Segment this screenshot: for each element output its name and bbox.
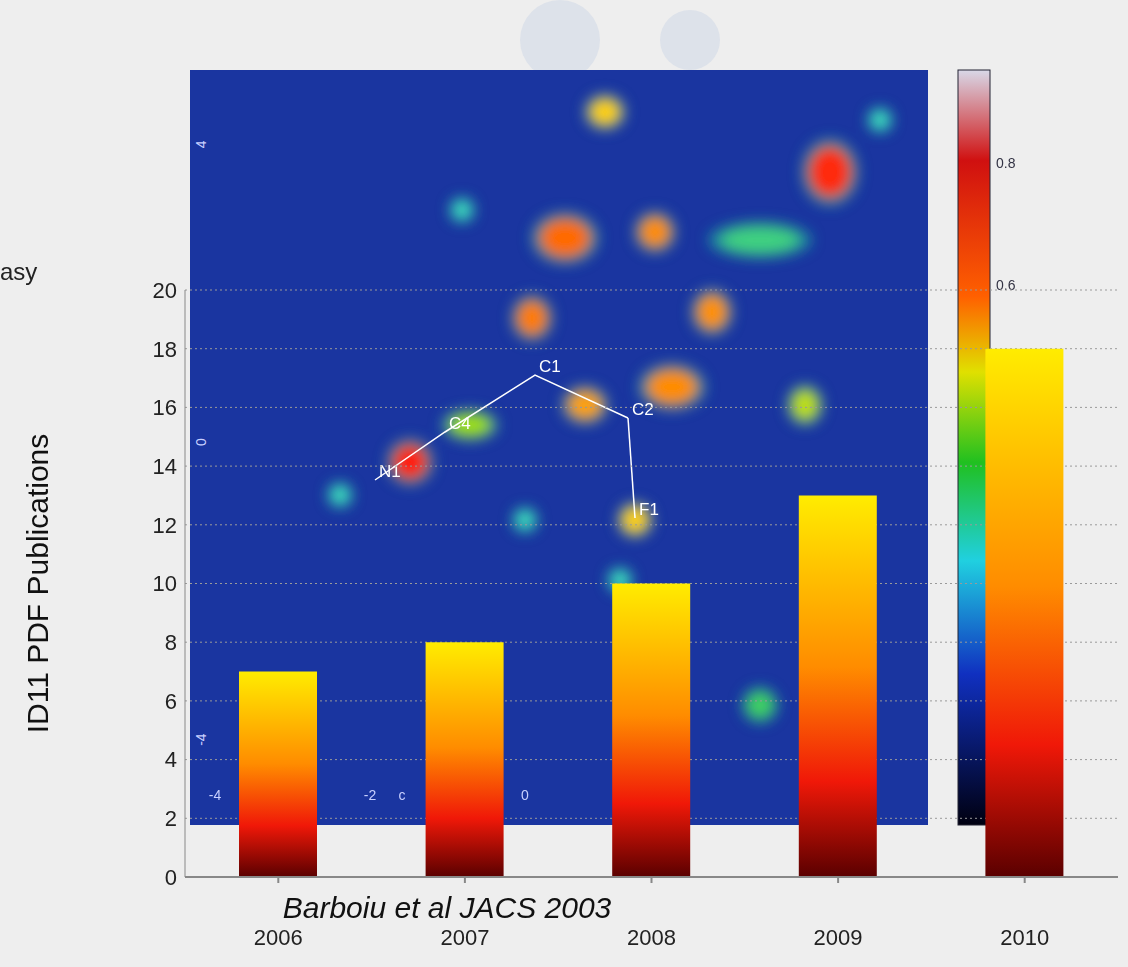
svg-text:10: 10: [153, 571, 177, 596]
svg-text:4: 4: [165, 747, 177, 772]
svg-text:N1: N1: [379, 462, 401, 481]
svg-text:-4: -4: [209, 787, 222, 803]
svg-text:8: 8: [165, 630, 177, 655]
svg-text:2006: 2006: [254, 925, 303, 950]
svg-text:ID11 PDF Publications: ID11 PDF Publications: [21, 434, 54, 734]
svg-text:4: 4: [193, 140, 209, 148]
svg-text:2007: 2007: [440, 925, 489, 950]
svg-text:Barboiu et al JACS 2003: Barboiu et al JACS 2003: [283, 891, 612, 924]
svg-text:18: 18: [153, 337, 177, 362]
svg-text:-2: -2: [364, 787, 377, 803]
svg-text:C2: C2: [632, 400, 654, 419]
svg-text:6: 6: [165, 689, 177, 714]
svg-text:F1: F1: [639, 500, 659, 519]
svg-text:asy: asy: [0, 258, 37, 285]
svg-text:0: 0: [521, 787, 529, 803]
svg-text:0.8: 0.8: [996, 155, 1016, 171]
svg-text:-4: -4: [193, 733, 209, 746]
svg-text:14: 14: [153, 454, 177, 479]
svg-text:2009: 2009: [814, 925, 863, 950]
svg-text:C1: C1: [539, 357, 561, 376]
svg-text:20: 20: [153, 278, 177, 303]
svg-text:12: 12: [153, 513, 177, 538]
svg-text:0: 0: [193, 438, 209, 446]
svg-text:c: c: [399, 787, 406, 803]
svg-text:0: 0: [165, 865, 177, 890]
svg-text:2010: 2010: [1000, 925, 1049, 950]
svg-text:16: 16: [153, 395, 177, 420]
svg-text:0.6: 0.6: [996, 277, 1016, 293]
svg-text:2: 2: [165, 806, 177, 831]
svg-text:C4: C4: [449, 414, 471, 433]
svg-text:2008: 2008: [627, 925, 676, 950]
